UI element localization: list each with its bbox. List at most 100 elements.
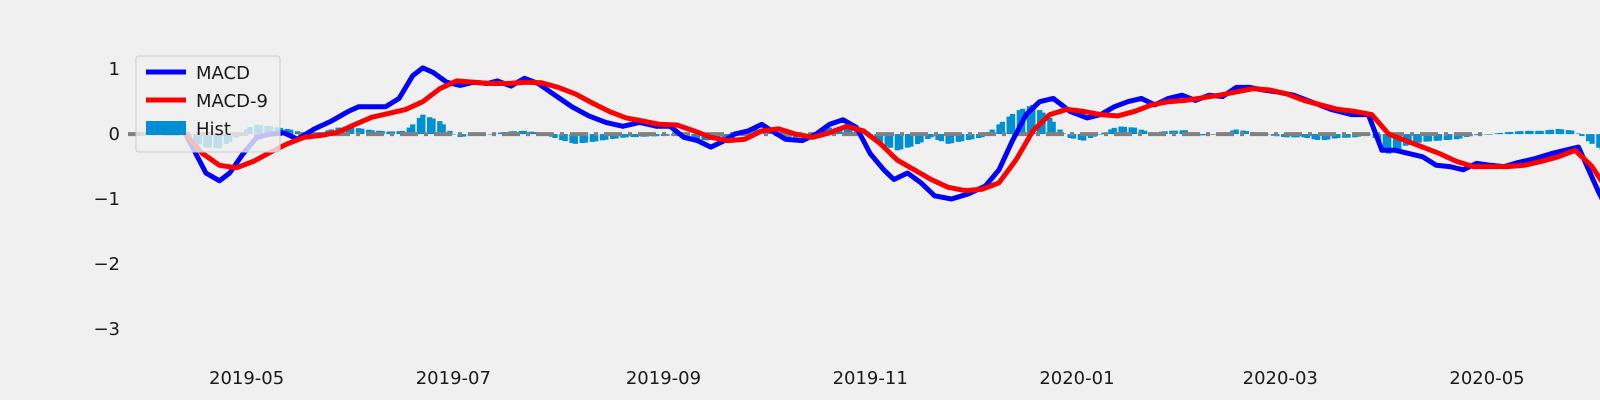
hist-bar <box>1433 134 1439 141</box>
hist-bar <box>437 121 443 135</box>
hist-bar <box>1416 134 1422 143</box>
hist-bar <box>691 134 697 140</box>
hist-bar <box>498 132 504 135</box>
x-tick-label: 2019-11 <box>833 368 908 389</box>
hist-bar <box>1382 134 1388 150</box>
hist-bar <box>843 127 850 135</box>
hist-bar <box>569 134 575 143</box>
hist-bar <box>288 129 294 135</box>
y-tick-label: −2 <box>93 254 120 275</box>
hist-bar <box>603 134 609 140</box>
hist-bar <box>1484 134 1490 135</box>
hist-bar <box>918 134 924 143</box>
hist-bar <box>1121 126 1128 135</box>
hist-bar <box>1426 134 1433 142</box>
hist-bar <box>1575 133 1582 135</box>
hist-bar <box>1199 134 1205 136</box>
hist-bar <box>928 134 934 138</box>
hist-bar <box>1548 129 1555 135</box>
hist-bar <box>1128 127 1134 135</box>
hist-bar <box>1243 131 1250 135</box>
x-tick-label: 2020-05 <box>1449 368 1524 389</box>
hist-bar <box>1558 129 1565 135</box>
hist-bar <box>999 121 1005 135</box>
hist-bar <box>1508 131 1514 135</box>
hist-bar <box>935 134 941 140</box>
series-line-macd <box>183 65 1600 202</box>
hist-bar <box>623 134 629 138</box>
hist-bar <box>1325 134 1331 140</box>
hist-bar <box>1555 128 1561 135</box>
hist-bar <box>898 134 904 150</box>
hist-bar <box>904 134 911 148</box>
hist-bar <box>559 134 565 141</box>
hist-bar <box>589 134 595 142</box>
hist-bar <box>908 134 914 147</box>
hist-bar <box>1514 131 1521 135</box>
x-tick-label: 2020-03 <box>1243 368 1318 389</box>
hist-bar <box>894 134 900 151</box>
hist-bar <box>1301 134 1307 138</box>
hist-bar <box>1423 134 1429 142</box>
hist-bar <box>887 134 894 148</box>
hist-bar <box>1321 134 1327 141</box>
hist-bar <box>969 134 975 140</box>
legend-label-hist: Hist <box>196 119 231 140</box>
hist-bar <box>1579 134 1585 137</box>
x-tick-label: 2019-07 <box>416 368 491 389</box>
hist-bar <box>1538 130 1544 135</box>
hist-bar <box>1392 134 1399 151</box>
hist-bar <box>572 134 578 144</box>
hist-bar <box>1138 129 1144 135</box>
hist-bar <box>925 134 931 140</box>
hist-bar <box>1050 121 1056 135</box>
hist-bar <box>1518 131 1524 135</box>
hist-bar <box>1098 134 1104 135</box>
hist-bar <box>599 134 606 141</box>
hist-bar <box>345 127 351 135</box>
hist-bar <box>359 128 365 135</box>
hist-bar <box>654 134 660 137</box>
x-tick-label: 2019-09 <box>626 368 701 389</box>
hist-bar <box>396 131 402 135</box>
hist-bar <box>1108 129 1114 135</box>
hist-bar <box>1396 134 1402 149</box>
hist-bar <box>1077 134 1083 140</box>
hist-bar <box>620 134 626 138</box>
hist-bar <box>989 129 995 135</box>
hist-bar <box>1203 134 1209 136</box>
hist-bar <box>430 118 436 135</box>
hist-bar <box>1142 130 1148 135</box>
hist-bar <box>284 128 290 135</box>
hist-bar <box>410 124 416 135</box>
series-line-macd-9 <box>183 78 1600 194</box>
hist-bar <box>1504 132 1510 135</box>
hist-bar <box>416 117 423 135</box>
hist-bar <box>1030 104 1036 135</box>
hist-bar <box>948 134 955 144</box>
y-tick-label: 1 <box>109 59 120 80</box>
hist-bar <box>1281 134 1287 137</box>
hist-bar <box>1525 130 1531 135</box>
hist-bar <box>1111 127 1117 135</box>
hist-bar <box>1314 134 1321 140</box>
hist-bar <box>1026 106 1033 135</box>
hist-bar <box>552 134 558 138</box>
hist-bar <box>521 130 528 135</box>
hist-bar <box>721 134 728 138</box>
hist-bar <box>1487 134 1494 135</box>
hist-bar <box>877 134 883 144</box>
hist-bar <box>633 134 639 137</box>
hist-bar <box>694 134 700 140</box>
hist-bar <box>1453 134 1460 140</box>
hist-bar <box>1413 134 1419 144</box>
hist-bar <box>874 134 880 142</box>
hist-bar <box>938 134 944 142</box>
x-tick-label: 2019-05 <box>209 368 284 389</box>
y-tick-label: 0 <box>109 124 120 145</box>
hist-bar <box>1057 129 1063 135</box>
hist-bar <box>1335 134 1341 138</box>
hist-bar <box>1535 130 1541 135</box>
hist-bar <box>1131 127 1138 135</box>
